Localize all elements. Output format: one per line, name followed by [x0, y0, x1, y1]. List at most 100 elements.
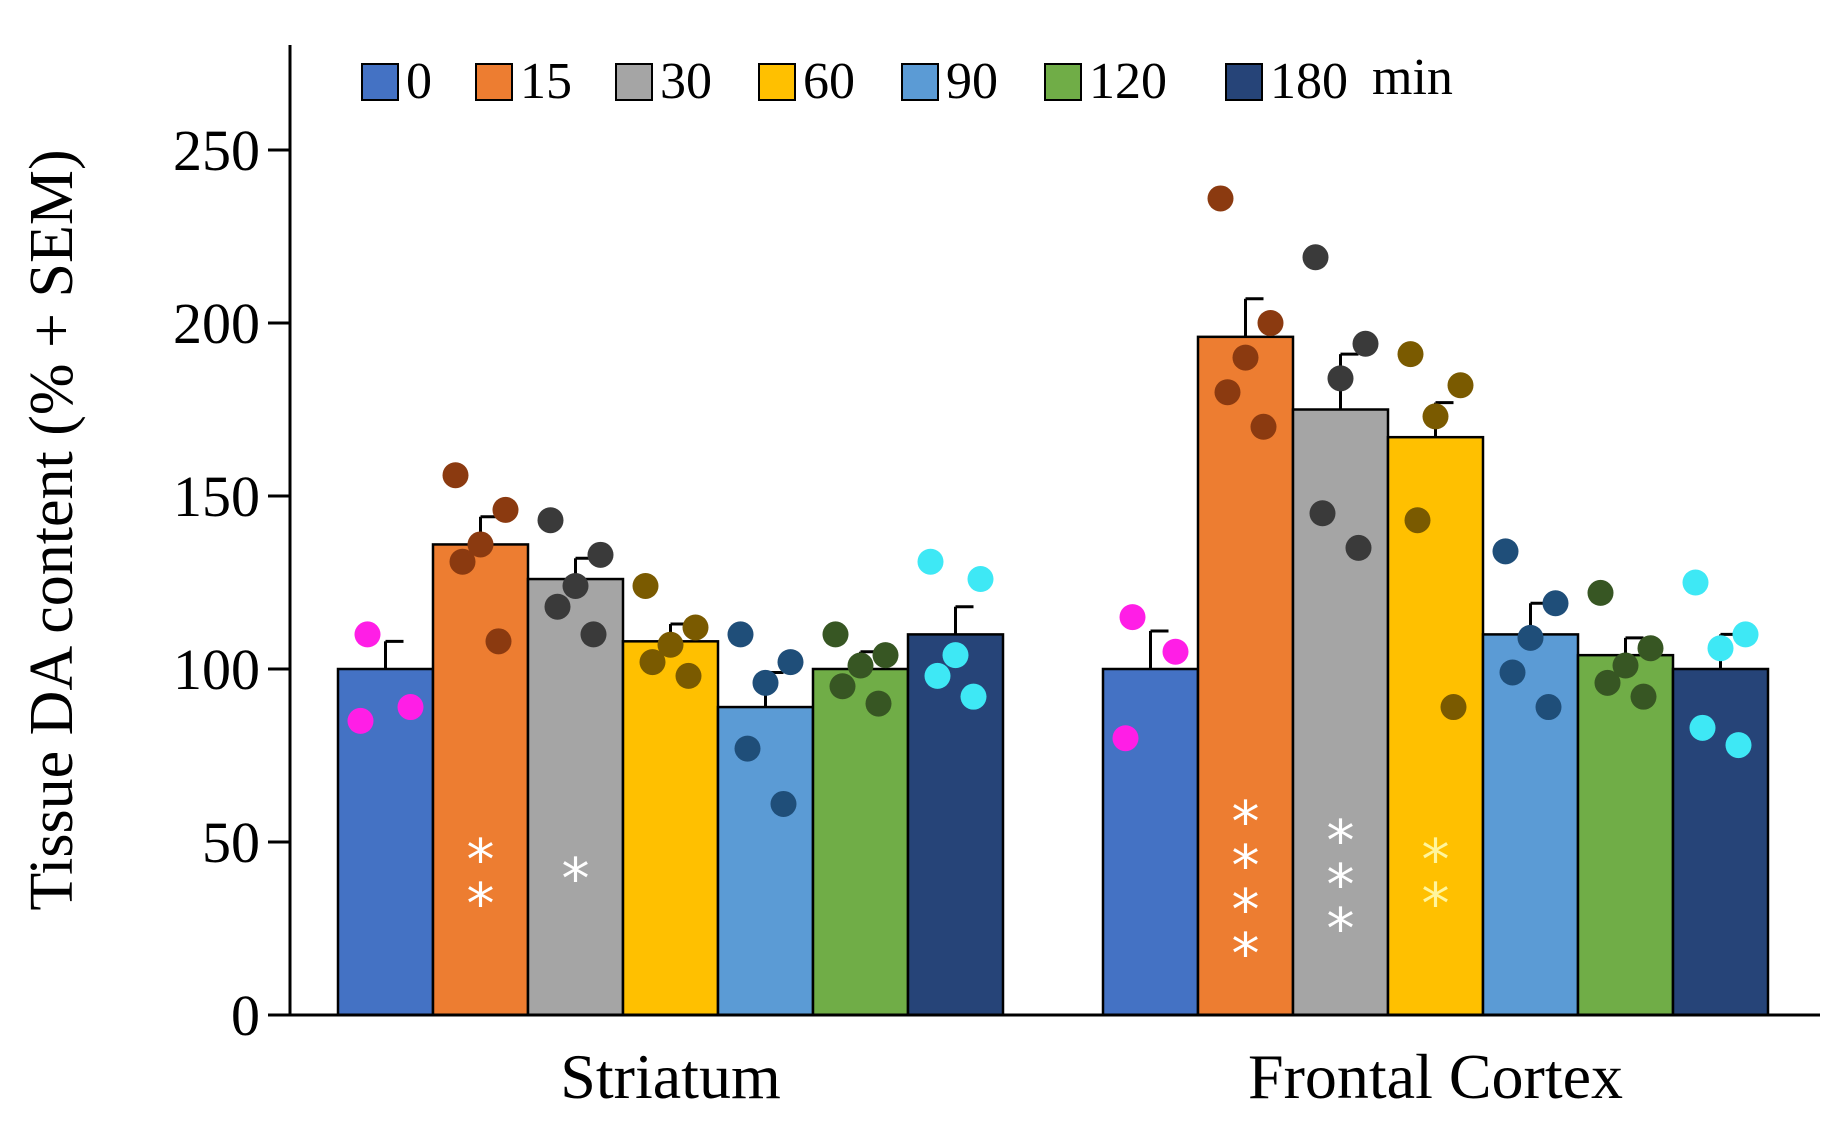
data-point-30-0-4 — [580, 621, 607, 648]
data-point-120-1-1 — [1637, 635, 1664, 662]
bar-180-striatum — [906, 633, 1005, 1017]
significance-star-30-1-2: * — [1327, 897, 1355, 962]
bar-120-striatum — [811, 667, 910, 1017]
legend-swatch-0 — [361, 63, 399, 101]
data-point-90-0-4 — [770, 790, 797, 817]
significance-star-60-1-1: * — [1422, 872, 1450, 937]
legend-swatch-120 — [1044, 63, 1082, 101]
category-label-frontal-cortex: Frontal Cortex — [1248, 1041, 1623, 1112]
category-label-striatum: Striatum — [560, 1041, 780, 1112]
data-point-15-0-0 — [442, 462, 469, 489]
data-point-15-0-3 — [449, 548, 476, 575]
significance-star-15-1-2: * — [1232, 878, 1260, 943]
data-point-30-0-2 — [562, 572, 589, 599]
legend-label-15: 15 — [520, 53, 572, 110]
data-point-60-0-4 — [675, 662, 702, 689]
bar-30-striatum — [526, 577, 625, 1017]
bar-90-striatum — [716, 705, 815, 1017]
data-point-30-1-4 — [1345, 534, 1372, 561]
data-point-15-0-1 — [492, 496, 519, 523]
bar-60-frontal-cortex — [1386, 435, 1485, 1017]
bar-30-frontal-cortex — [1291, 408, 1390, 1017]
data-point-0-0-2 — [397, 694, 424, 721]
data-point-90-1-2 — [1517, 624, 1544, 651]
data-point-60-0-3 — [639, 649, 666, 676]
data-point-30-1-2 — [1327, 365, 1354, 392]
data-point-60-0-1 — [682, 614, 709, 641]
data-point-90-1-1 — [1542, 590, 1569, 617]
data-point-120-0-2 — [847, 652, 874, 679]
y-tick-label-100: 100 — [173, 637, 260, 702]
legend-swatch-180 — [1225, 63, 1263, 101]
data-point-60-1-1 — [1447, 372, 1474, 399]
data-point-180-0-0 — [917, 548, 944, 575]
data-point-15-1-2 — [1232, 344, 1259, 371]
legend-label-0: 0 — [406, 53, 432, 110]
data-point-0-1-0 — [1119, 604, 1146, 631]
data-point-30-1-0 — [1302, 244, 1329, 271]
significance-star-15-0-1: * — [467, 872, 495, 937]
data-point-180-1-4 — [1725, 732, 1752, 759]
data-point-60-1-2 — [1422, 403, 1449, 430]
data-point-120-1-0 — [1587, 579, 1614, 606]
data-point-60-1-0 — [1397, 341, 1424, 368]
data-point-30-0-3 — [544, 593, 571, 620]
data-point-180-1-0 — [1682, 569, 1709, 596]
data-point-90-0-0 — [727, 621, 754, 648]
data-point-15-0-2 — [467, 531, 494, 558]
data-point-180-1-2 — [1707, 635, 1734, 662]
data-point-180-0-1 — [967, 566, 994, 593]
data-point-60-0-2 — [657, 631, 684, 658]
data-point-60-0-0 — [632, 572, 659, 599]
data-point-15-1-0 — [1207, 185, 1234, 212]
y-tick-label-50: 50 — [202, 810, 260, 875]
data-point-90-1-4 — [1535, 694, 1562, 721]
significance-star-60-1-0: * — [1422, 828, 1450, 893]
legend-label-180: 180 — [1270, 53, 1348, 110]
data-point-120-1-4 — [1630, 683, 1657, 710]
y-axis-title: Tissue DA content (% + SEM) — [18, 149, 86, 910]
data-point-90-0-1 — [777, 649, 804, 676]
data-point-0-0-0 — [354, 621, 381, 648]
legend-label-30: 30 — [660, 53, 712, 110]
data-point-0-1-2 — [1162, 638, 1189, 665]
legend-swatch-60 — [758, 63, 796, 101]
significance-star-30-1-0: * — [1327, 809, 1355, 874]
data-point-90-1-3 — [1499, 659, 1526, 686]
bar-15-frontal-cortex — [1196, 335, 1295, 1017]
legend-unit: min — [1372, 49, 1453, 106]
bar-60-striatum — [621, 640, 720, 1017]
legend-swatch-30 — [615, 63, 653, 101]
legend-swatch-15 — [475, 63, 513, 101]
data-point-180-0-2 — [942, 642, 969, 669]
data-point-120-0-0 — [822, 621, 849, 648]
data-point-180-1-3 — [1689, 714, 1716, 741]
data-point-120-1-2 — [1612, 652, 1639, 679]
significance-star-15-1-0: * — [1232, 790, 1260, 855]
bar-180-frontal-cortex — [1671, 667, 1770, 1017]
data-point-120-0-1 — [872, 642, 899, 669]
data-point-60-1-3 — [1404, 507, 1431, 534]
data-point-15-1-3 — [1214, 379, 1241, 406]
data-point-60-1-4 — [1440, 694, 1467, 721]
data-point-0-1-1 — [1112, 725, 1139, 752]
significance-star-15-1-3: * — [1232, 922, 1260, 987]
significance-star-15-1-1: * — [1232, 834, 1260, 899]
y-tick-label-0: 0 — [231, 983, 260, 1048]
data-point-30-0-0 — [537, 507, 564, 534]
data-point-0-0-1 — [347, 707, 374, 734]
bar-90-frontal-cortex — [1481, 633, 1580, 1017]
significance-star-30-1-1: * — [1327, 853, 1355, 918]
data-point-90-1-0 — [1492, 538, 1519, 565]
data-point-180-1-1 — [1732, 621, 1759, 648]
data-point-15-1-1 — [1257, 310, 1284, 336]
significance-star-30-0-0: * — [562, 847, 590, 912]
y-tick-label-150: 150 — [173, 464, 260, 529]
y-tick-label-250: 250 — [173, 118, 260, 183]
data-point-90-0-2 — [752, 669, 779, 696]
data-point-90-0-3 — [734, 735, 761, 762]
data-point-30-0-1 — [587, 541, 614, 568]
bar-0-frontal-cortex — [1101, 667, 1200, 1017]
legend-label-60: 60 — [803, 53, 855, 110]
